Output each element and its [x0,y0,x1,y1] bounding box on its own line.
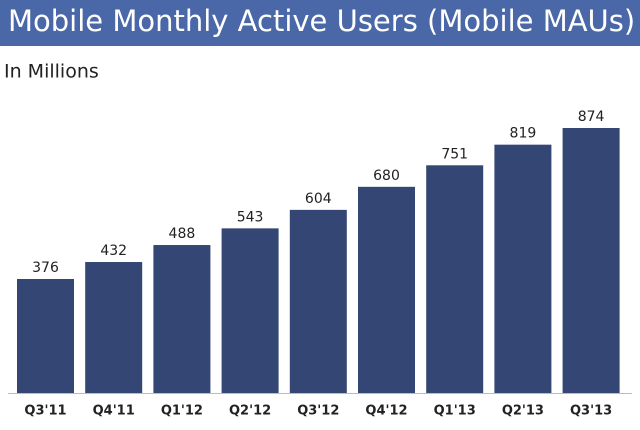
value-label: 751 [441,146,468,162]
x-tick-label: Q2'12 [229,404,271,419]
x-tick-label: Q4'12 [365,404,407,419]
x-tick-label: Q2'13 [502,404,544,419]
x-tick-label: Q4'11 [93,404,135,419]
bar [153,245,211,393]
value-label: 604 [305,191,332,207]
x-tick-label: Q3'12 [297,404,339,419]
title-band [0,0,640,46]
bar [221,228,279,393]
x-tick-label: Q1'12 [161,404,203,419]
bar [85,262,143,393]
chart-title: Mobile Monthly Active Users (Mobile MAUs… [8,4,635,38]
x-tick-label: Q1'13 [434,404,476,419]
value-label: 819 [510,126,537,142]
bar [358,186,415,393]
bar [494,144,552,393]
value-label: 488 [169,226,196,242]
bar [17,278,74,393]
bar [426,165,484,393]
bar [562,128,620,393]
value-label: 432 [100,243,127,259]
x-tick-label: Q3'11 [24,404,66,419]
value-label: 376 [32,260,59,276]
bar [289,209,347,393]
chart-subtitle: In Millions [4,61,99,83]
x-tick-label: Q3'13 [570,404,612,419]
value-label: 543 [237,209,264,225]
value-label: 874 [578,109,605,125]
value-label: 680 [373,168,400,184]
